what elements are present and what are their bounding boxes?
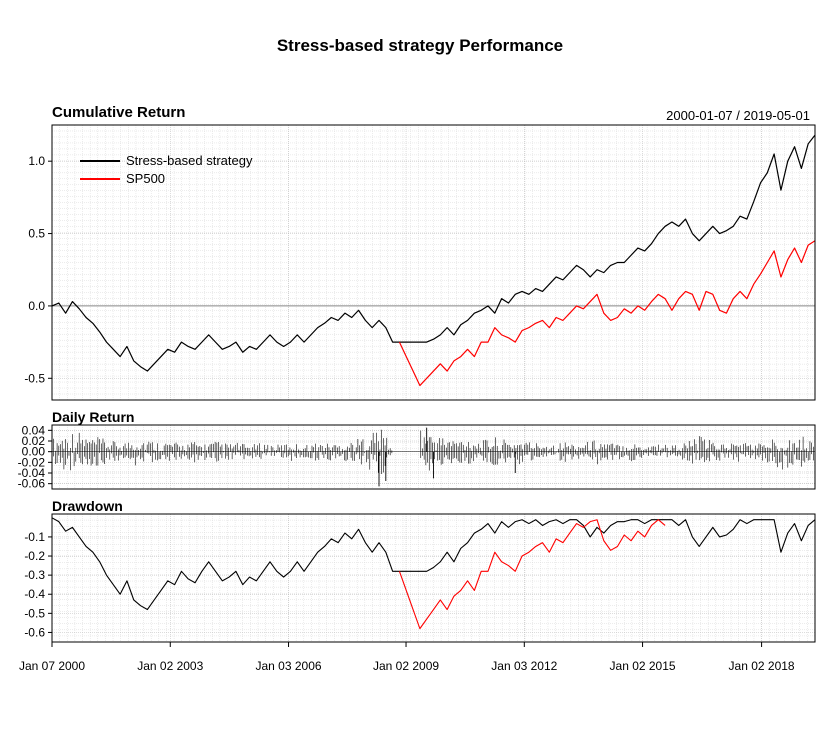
svg-text:0.04: 0.04 <box>22 423 46 437</box>
svg-text:SP500: SP500 <box>126 171 165 186</box>
svg-text:Jan 02 2009: Jan 02 2009 <box>373 659 439 673</box>
svg-text:-0.6: -0.6 <box>24 625 45 639</box>
performance-chart: -0.5 0.0 0.5 1.0 Stress-based strategy SP500 -… <box>0 0 840 733</box>
svg-text:-0.4: -0.4 <box>24 587 45 601</box>
svg-text:Jan 02 2018: Jan 02 2018 <box>729 659 795 673</box>
svg-text:Jan 02 2003: Jan 02 2003 <box>137 659 203 673</box>
svg-text:-0.3: -0.3 <box>24 568 45 582</box>
svg-text:-0.1: -0.1 <box>24 530 45 544</box>
svg-text:Jan 03 2006: Jan 03 2006 <box>255 659 321 673</box>
svg-text:Stress-based strategy: Stress-based strategy <box>126 153 253 168</box>
svg-text:1.0: 1.0 <box>28 154 45 168</box>
svg-text:-0.5: -0.5 <box>24 606 45 620</box>
svg-text:Jan 07 2000: Jan 07 2000 <box>19 659 85 673</box>
svg-text:Jan 03 2012: Jan 03 2012 <box>491 659 557 673</box>
svg-text:-0.2: -0.2 <box>24 549 45 563</box>
svg-text:0.5: 0.5 <box>28 227 45 241</box>
svg-text:Jan 02 2015: Jan 02 2015 <box>610 659 676 673</box>
svg-text:0.0: 0.0 <box>28 299 45 313</box>
svg-text:-0.5: -0.5 <box>24 371 45 385</box>
